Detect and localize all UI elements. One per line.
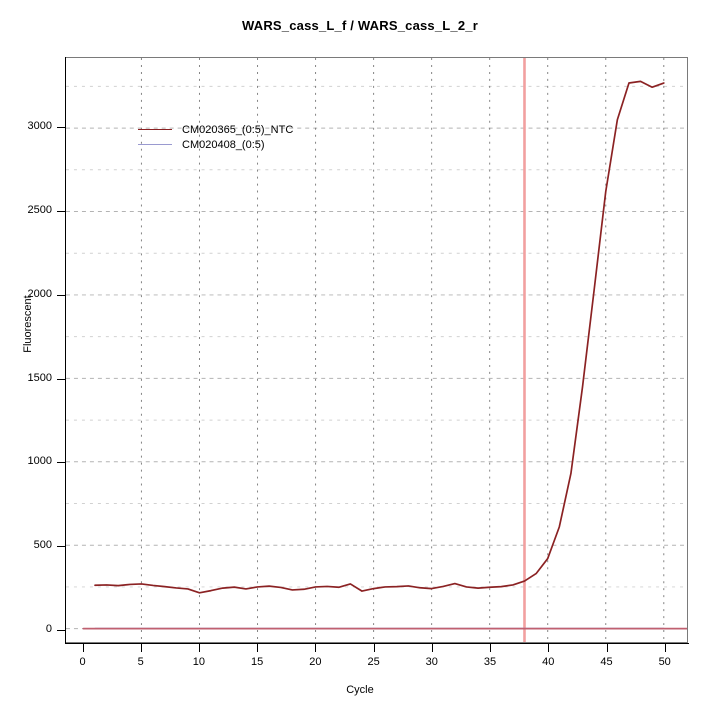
y-tick bbox=[57, 462, 65, 464]
y-tick bbox=[57, 294, 65, 296]
x-tick bbox=[606, 644, 608, 652]
x-tick-label: 15 bbox=[250, 656, 264, 668]
x-tick-label: 45 bbox=[600, 656, 613, 668]
x-tick-label: 30 bbox=[425, 656, 438, 668]
y-axis-line bbox=[65, 57, 66, 644]
y-tick-label: 1000 bbox=[27, 455, 52, 468]
x-tick bbox=[548, 644, 550, 652]
x-tick-label: 0 bbox=[79, 656, 86, 668]
y-tick bbox=[57, 211, 65, 212]
x-axis-title: Cycle bbox=[346, 684, 374, 696]
y-tick-label: 0 bbox=[45, 622, 52, 635]
x-tick bbox=[198, 644, 200, 652]
y-axis-title: Fluorescent bbox=[22, 295, 34, 353]
chart-title: WARS_cass_L_f / WARS_cass_L_2_r bbox=[242, 18, 478, 33]
x-axis-line bbox=[65, 643, 689, 644]
series-line bbox=[94, 80, 665, 594]
x-tick bbox=[490, 644, 491, 652]
legend-label-series-1: CM020365_(0:5)_NTC bbox=[182, 123, 294, 136]
legend-swatch-series-2 bbox=[138, 144, 172, 145]
x-tick bbox=[140, 644, 142, 652]
y-tick-label: 3000 bbox=[27, 120, 52, 133]
x-tick-label: 10 bbox=[192, 656, 206, 668]
y-tick bbox=[57, 629, 65, 631]
horizontal-gridlines bbox=[66, 85, 687, 630]
x-tick bbox=[664, 644, 666, 652]
legend-swatch-series-1 bbox=[138, 129, 172, 130]
x-tick-label: 20 bbox=[309, 656, 322, 668]
x-tick bbox=[315, 644, 317, 652]
plot-canvas bbox=[66, 58, 687, 642]
legend-label-series-2: CM020408_(0:5) bbox=[182, 138, 265, 151]
y-tick-label: 1500 bbox=[27, 371, 52, 384]
legend-item[interactable]: CM020365_(0:5)_NTC bbox=[138, 122, 293, 137]
x-tick bbox=[373, 644, 375, 652]
y-tick bbox=[57, 545, 65, 547]
plot-area: CM020365_(0:5)_NTC CM020408_(0:5) bbox=[65, 57, 688, 643]
x-tick-label: 25 bbox=[367, 656, 380, 668]
x-tick bbox=[257, 644, 259, 652]
y-tick-label: 2500 bbox=[27, 204, 52, 216]
y-tick-label: 2000 bbox=[27, 287, 52, 300]
legend: CM020365_(0:5)_NTC CM020408_(0:5) bbox=[134, 118, 299, 156]
y-tick bbox=[57, 127, 65, 129]
x-tick-label: 40 bbox=[542, 656, 555, 668]
x-tick bbox=[82, 644, 84, 652]
data-series-layer bbox=[82, 80, 687, 630]
y-tick bbox=[57, 378, 65, 380]
x-tick-label: 35 bbox=[483, 656, 497, 668]
x-tick-label: 50 bbox=[658, 656, 671, 668]
x-tick-label: 5 bbox=[137, 656, 144, 668]
legend-item[interactable]: CM020408_(0:5) bbox=[138, 137, 293, 152]
y-tick-label: 500 bbox=[33, 538, 52, 551]
x-tick bbox=[431, 644, 433, 652]
